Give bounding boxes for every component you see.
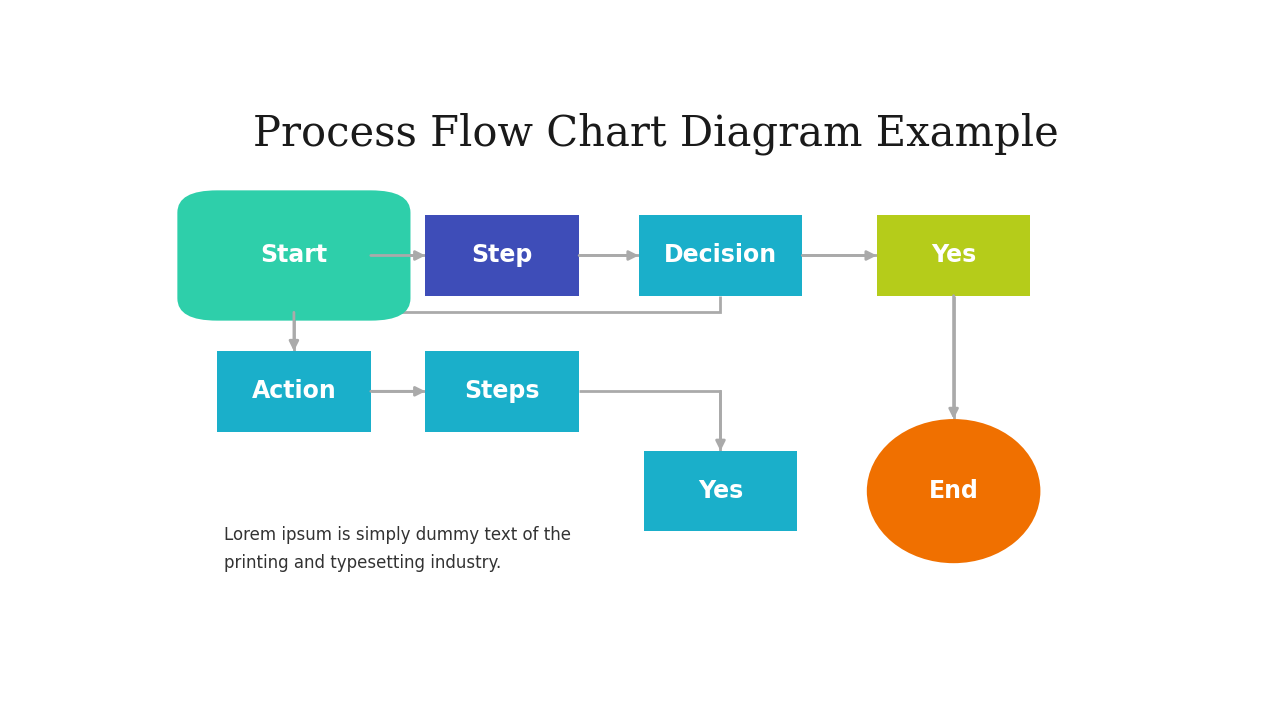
Text: Start: Start (260, 243, 328, 268)
FancyBboxPatch shape (425, 351, 579, 431)
Text: Yes: Yes (931, 243, 977, 268)
FancyBboxPatch shape (178, 190, 411, 320)
FancyBboxPatch shape (644, 451, 797, 531)
Text: Process Flow Chart Diagram Example: Process Flow Chart Diagram Example (253, 112, 1059, 155)
Text: Action: Action (252, 379, 337, 403)
Text: Step: Step (471, 243, 532, 268)
Text: Yes: Yes (698, 479, 744, 503)
Ellipse shape (867, 419, 1041, 563)
Text: Decision: Decision (664, 243, 777, 268)
FancyBboxPatch shape (877, 215, 1030, 296)
FancyBboxPatch shape (639, 215, 803, 296)
FancyBboxPatch shape (218, 351, 371, 431)
FancyBboxPatch shape (425, 215, 579, 296)
Text: Lorem ipsum is simply dummy text of the
printing and typesetting industry.: Lorem ipsum is simply dummy text of the … (224, 526, 571, 572)
Text: Steps: Steps (465, 379, 540, 403)
Text: End: End (929, 479, 978, 503)
